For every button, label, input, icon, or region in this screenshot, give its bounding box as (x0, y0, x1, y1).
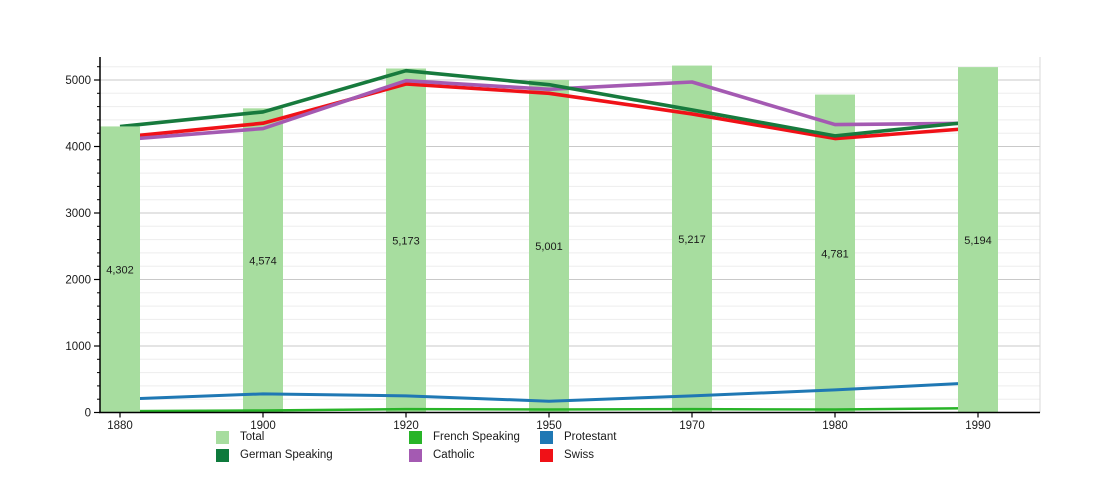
y-tick-label: 4000 (65, 142, 91, 154)
line-protestant (119, 381, 979, 403)
x-tick-label: 1970 (679, 420, 705, 432)
bar-label-1950: 5,001 (535, 241, 563, 253)
x-tick-label: 1880 (107, 420, 133, 432)
line-swiss (119, 82, 979, 141)
bar-label-1970: 5,217 (678, 234, 706, 246)
bar-1900 (243, 108, 283, 413)
x-tick-label: 1920 (393, 420, 419, 432)
x-tick-label: 1950 (536, 420, 562, 432)
bar-1920 (386, 68, 426, 413)
y-tick-label: 0 (85, 408, 91, 420)
line-german-speaking (119, 68, 979, 138)
bar-1970 (672, 65, 712, 413)
y-tick-label: 2000 (65, 275, 91, 287)
bar-label-1980: 4,781 (821, 249, 849, 261)
y-tick-label: 1000 (65, 341, 91, 353)
line-catholic (119, 78, 979, 142)
y-tick-label: 3000 (65, 208, 91, 220)
x-tick-label: 1980 (822, 420, 848, 432)
bar-label-1920: 5,173 (392, 235, 420, 247)
bar-1980 (815, 94, 855, 413)
bar-label-1900: 4,574 (249, 255, 277, 267)
bar-1950 (529, 79, 569, 413)
y-tick-label: 5000 (65, 75, 91, 87)
bar-label-1880: 4,302 (106, 264, 134, 276)
bar-label-1990: 5,194 (964, 235, 992, 247)
x-tick-label: 1990 (965, 420, 991, 432)
bar-1990 (958, 67, 998, 413)
x-tick-label: 1900 (250, 420, 276, 432)
line-french-speaking (119, 406, 979, 413)
bar-1880 (100, 126, 140, 413)
